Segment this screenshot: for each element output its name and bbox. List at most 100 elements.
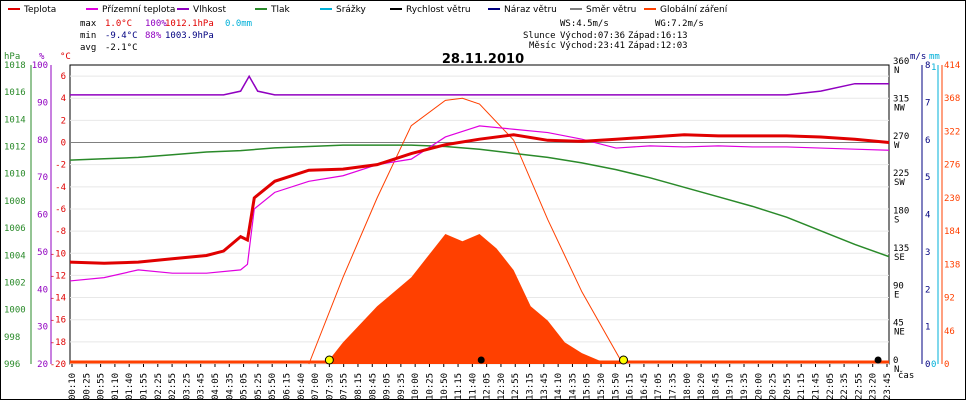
x-tick-label: 23:45 (883, 373, 893, 400)
x-tick-label: 12:05 (483, 373, 493, 400)
stats-avg-label: avg (80, 43, 96, 53)
y-tick-radiation: 368 (944, 94, 960, 104)
y-tick-pressure: 1000 (4, 306, 26, 316)
stats-max-humidity: 100% (145, 19, 167, 29)
moonset-marker (477, 356, 485, 364)
stats-min-temp: -9.4°C (105, 31, 138, 41)
y-tick-direction-name: SW (894, 178, 905, 188)
x-tick-label: 16:15 (626, 373, 636, 400)
y-tick-temperature: 4 (61, 94, 66, 104)
x-tick-label: 07:00 (311, 373, 321, 400)
unit-percent: % (39, 52, 45, 62)
stats-avg-temp: -2.1°C (105, 43, 138, 53)
stats-block: max 1.0°C 100% 1012.1hPa 0.0mm min -9.4°… (80, 19, 252, 53)
y-tick-temperature: -16 (50, 316, 66, 326)
legend: Teplota Přízemní teplota Vlhkost Tlak Sr… (8, 5, 728, 15)
x-tick-label: 00:10 (68, 373, 78, 400)
y-tick-humidity: 70 (37, 173, 48, 183)
legend-label-humidity: Vlhkost (193, 5, 226, 15)
sunset-marker (619, 355, 629, 365)
y-tick-radiation: 138 (944, 260, 960, 270)
y-tick-direction-name: E (894, 290, 899, 300)
y-tick-radiation: 322 (944, 127, 960, 137)
wind-speed-info: WS:4.5m/s (560, 19, 609, 29)
x-tick-label: 12:30 (497, 373, 507, 400)
y-tick-wind: 6 (925, 136, 930, 146)
x-tick-label: 09:05 (383, 373, 393, 400)
y-tick-temperature: 2 (61, 116, 66, 126)
x-tick-label: 16:45 (640, 373, 650, 400)
stats-max-rain: 0.0mm (225, 19, 252, 29)
x-tick-label: 23:20 (869, 373, 879, 400)
chart-title: 28.11.2010 (442, 52, 524, 67)
y-tick-direction-deg: 225 (893, 169, 909, 179)
axis-units: hPa % °C m/s mm čas (4, 52, 940, 381)
x-tick-label: 11:15 (454, 373, 464, 400)
stats-max-label: max (80, 19, 97, 29)
unit-ms: m/s (910, 52, 926, 62)
y-tick-direction-deg: 0 (893, 356, 898, 366)
y-tick-pressure: 998 (4, 333, 20, 343)
x-tick-label: 20:00 (754, 373, 764, 400)
x-tick-label: 04:05 (211, 373, 221, 400)
y-tick-direction-name: W (894, 141, 900, 151)
y-tick-pressure: 1006 (4, 224, 26, 234)
y-tick-direction-name: N (894, 365, 899, 375)
y-tick-pressure: 1016 (4, 88, 26, 98)
legend-label-rain: Srážky (336, 5, 367, 15)
moon-rise: Východ:23:41 (560, 41, 625, 51)
y-tick-rain: 0 (931, 360, 936, 370)
y-tick-direction-name: SE (894, 253, 905, 263)
x-tick-label: 22:55 (854, 373, 864, 400)
sun-set: Západ:16:13 (628, 31, 688, 41)
y-tick-temperature: -2 (55, 161, 66, 171)
y-tick-pressure: 1010 (4, 170, 26, 180)
x-tick-label: 13:45 (540, 373, 550, 400)
stats-min-pressure: 1003.9hPa (165, 31, 214, 41)
temperature-line (69, 133, 890, 265)
y-tick-wind: 2 (925, 285, 930, 295)
y-tick-radiation: 0 (944, 360, 949, 370)
y-tick-temperature: -4 (55, 183, 66, 193)
y-tick-direction-name: N (894, 66, 899, 76)
x-tick-label: 00:25 (82, 373, 92, 400)
sunrise-marker (324, 355, 334, 365)
x-tick-label: 18:45 (711, 373, 721, 400)
legend-label-temperature: Teplota (23, 5, 56, 15)
x-tick-label: 01:40 (125, 373, 135, 400)
unit-hpa: hPa (4, 52, 20, 62)
y-tick-direction-deg: 180 (893, 207, 909, 217)
pressure-line (69, 144, 890, 258)
moon-set: Západ:12:03 (628, 41, 688, 51)
x-tick-label: 18:00 (683, 373, 693, 400)
chart-marks (69, 74, 890, 365)
legend-label-wind-gust: Náraz větru (504, 5, 557, 15)
x-tick-label: 15:05 (583, 373, 593, 400)
axes: -20-18-16-14-12-10-8-6-4-202469969981000… (4, 57, 960, 375)
y-tick-pressure: 1014 (4, 115, 26, 125)
y-tick-wind: 0 (925, 360, 930, 370)
x-tick-label: 03:45 (197, 373, 207, 400)
x-tick-label: 10:00 (411, 373, 421, 400)
x-tick-label: 06:40 (297, 373, 307, 400)
y-tick-rain: 1 (931, 63, 936, 73)
y-tick-radiation: 414 (944, 61, 960, 71)
x-tick-label: 04:35 (225, 373, 235, 400)
y-tick-direction-name: NE (894, 328, 905, 338)
unit-time: čas (898, 370, 914, 381)
x-tick-label: 13:15 (526, 373, 536, 400)
y-tick-pressure: 996 (4, 360, 20, 370)
y-tick-pressure: 1004 (4, 251, 26, 261)
x-tick-label: 08:15 (354, 373, 364, 400)
legend-label-pressure: Tlak (270, 5, 291, 15)
stats-min-label: min (80, 31, 96, 41)
radiation-area (325, 234, 623, 364)
y-tick-wind: 4 (925, 211, 930, 221)
moonrise-marker (874, 356, 882, 364)
x-tick-label: 14:35 (568, 373, 578, 400)
x-tick-label: 18:20 (697, 373, 707, 400)
y-tick-radiation: 46 (944, 327, 955, 337)
y-tick-temperature: -8 (55, 227, 66, 237)
stats-min-humidity: 88% (145, 31, 162, 41)
